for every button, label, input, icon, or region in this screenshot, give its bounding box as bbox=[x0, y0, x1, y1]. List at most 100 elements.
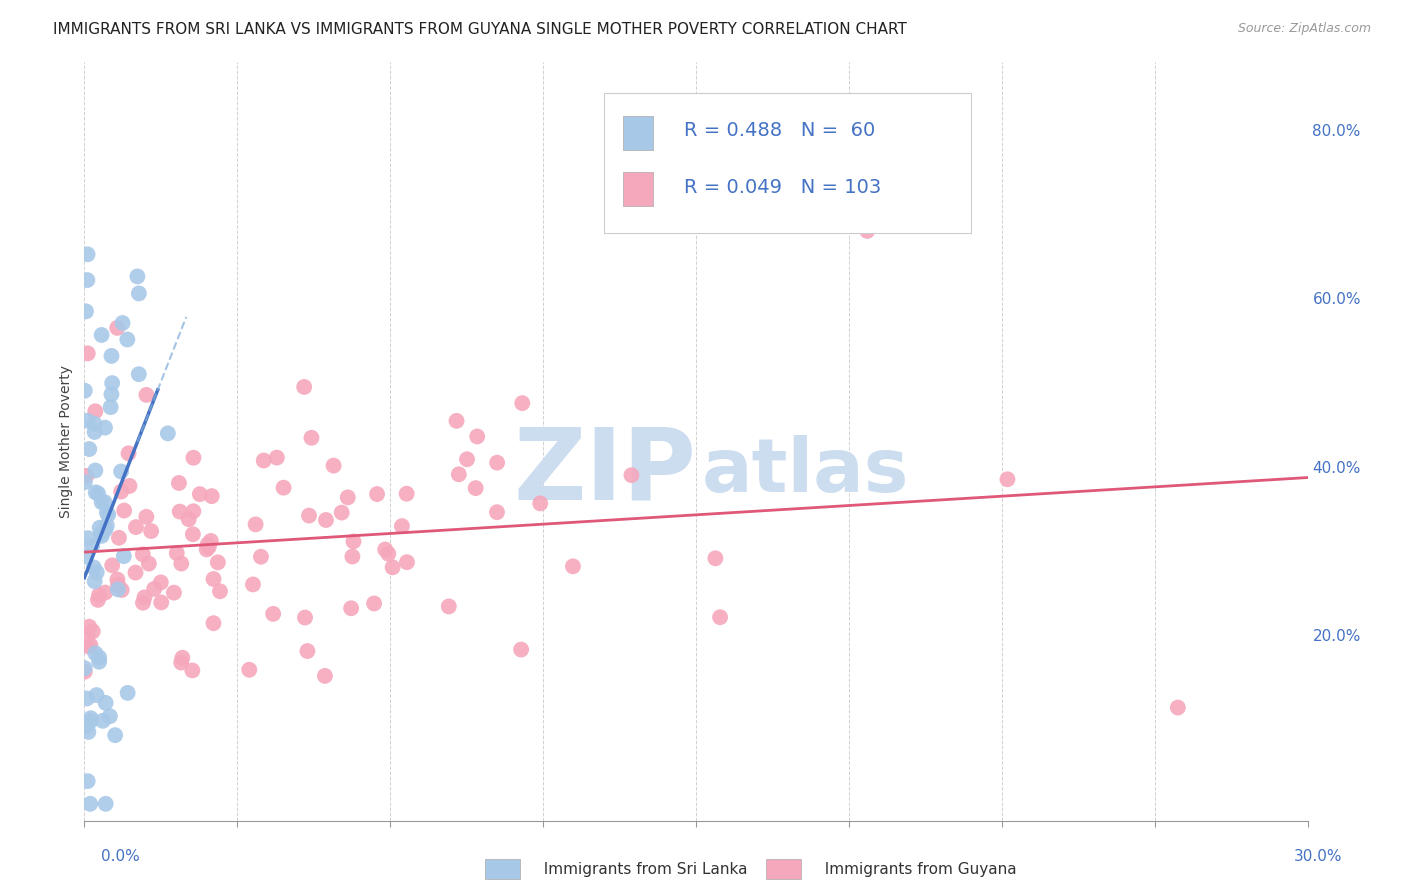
Point bbox=[510, 396, 533, 410]
Point bbox=[132, 547, 155, 561]
Point bbox=[183, 450, 205, 465]
Point bbox=[80, 711, 103, 725]
Point bbox=[110, 484, 132, 499]
Point bbox=[87, 486, 110, 500]
Point bbox=[238, 663, 260, 677]
Point bbox=[77, 725, 100, 739]
Point bbox=[150, 595, 173, 609]
Point bbox=[242, 577, 264, 591]
Point bbox=[76, 273, 98, 287]
Point bbox=[134, 591, 156, 605]
Point bbox=[73, 475, 96, 489]
Point bbox=[202, 616, 225, 631]
Point bbox=[87, 593, 110, 607]
Point bbox=[90, 495, 112, 509]
Text: 0.0%: 0.0% bbox=[101, 849, 141, 864]
Point bbox=[86, 566, 108, 580]
Point bbox=[330, 506, 353, 520]
Point bbox=[112, 503, 135, 517]
Point bbox=[1167, 700, 1189, 714]
Point bbox=[76, 414, 98, 428]
Bar bbox=[623, 115, 654, 150]
Point bbox=[292, 380, 315, 394]
Point bbox=[266, 450, 288, 465]
Point bbox=[200, 533, 222, 548]
Point bbox=[374, 542, 396, 557]
Point bbox=[90, 529, 112, 543]
Point bbox=[87, 588, 110, 602]
Point bbox=[135, 509, 157, 524]
Point bbox=[342, 534, 364, 549]
Point bbox=[107, 582, 129, 597]
Point bbox=[94, 585, 117, 599]
Point bbox=[166, 546, 188, 560]
Point bbox=[100, 400, 122, 414]
Point bbox=[117, 686, 139, 700]
Point bbox=[83, 417, 105, 431]
Point bbox=[510, 642, 533, 657]
Point bbox=[456, 452, 478, 467]
Point bbox=[84, 463, 107, 477]
Text: IMMIGRANTS FROM SRI LANKA VS IMMIGRANTS FROM GUYANA SINGLE MOTHER POVERTY CORREL: IMMIGRANTS FROM SRI LANKA VS IMMIGRANTS … bbox=[53, 22, 907, 37]
Point bbox=[79, 797, 101, 811]
Point bbox=[208, 584, 231, 599]
Point bbox=[84, 485, 107, 500]
Point bbox=[118, 479, 141, 493]
Text: 30.0%: 30.0% bbox=[1295, 849, 1343, 864]
Point bbox=[485, 505, 508, 519]
Point bbox=[110, 465, 132, 479]
Point bbox=[172, 650, 194, 665]
Point bbox=[395, 486, 418, 500]
Point bbox=[77, 442, 100, 456]
Point bbox=[314, 669, 336, 683]
Text: Source: ZipAtlas.com: Source: ZipAtlas.com bbox=[1237, 22, 1371, 36]
Point bbox=[156, 426, 179, 441]
Point bbox=[149, 575, 172, 590]
Point bbox=[75, 720, 97, 734]
Point bbox=[124, 566, 146, 580]
Point bbox=[128, 286, 150, 301]
Point bbox=[139, 524, 162, 538]
Point bbox=[709, 610, 731, 624]
Point bbox=[94, 797, 117, 811]
Point bbox=[84, 646, 107, 660]
Point bbox=[336, 491, 359, 505]
Point bbox=[856, 224, 879, 238]
Point bbox=[202, 572, 225, 586]
Point bbox=[76, 774, 98, 789]
Point bbox=[169, 505, 191, 519]
Point bbox=[98, 709, 121, 723]
Point bbox=[75, 304, 97, 318]
Point bbox=[90, 328, 112, 343]
Point bbox=[465, 429, 488, 443]
Point bbox=[181, 664, 204, 678]
Text: Immigrants from Sri Lanka: Immigrants from Sri Lanka bbox=[534, 863, 748, 877]
Point bbox=[198, 540, 221, 554]
Point bbox=[297, 644, 319, 658]
Point bbox=[91, 714, 114, 728]
Point bbox=[75, 468, 97, 483]
Point bbox=[89, 521, 111, 535]
Text: R = 0.049   N = 103: R = 0.049 N = 103 bbox=[683, 178, 882, 197]
Point bbox=[381, 560, 404, 574]
Point bbox=[100, 387, 122, 401]
Point bbox=[94, 523, 117, 537]
Point bbox=[138, 557, 160, 571]
Point bbox=[250, 549, 273, 564]
Point bbox=[83, 425, 105, 439]
Point bbox=[100, 349, 122, 363]
Point bbox=[183, 504, 205, 518]
Point bbox=[340, 601, 363, 615]
Point bbox=[997, 472, 1019, 486]
Text: Immigrants from Guyana: Immigrants from Guyana bbox=[815, 863, 1017, 877]
Bar bbox=[623, 172, 654, 207]
Point bbox=[128, 367, 150, 381]
Point bbox=[201, 489, 224, 503]
Point bbox=[163, 585, 186, 599]
Point bbox=[101, 376, 124, 391]
Point bbox=[366, 487, 388, 501]
Point bbox=[112, 549, 135, 563]
Point bbox=[132, 596, 155, 610]
Point bbox=[117, 446, 139, 460]
Point bbox=[197, 537, 219, 551]
